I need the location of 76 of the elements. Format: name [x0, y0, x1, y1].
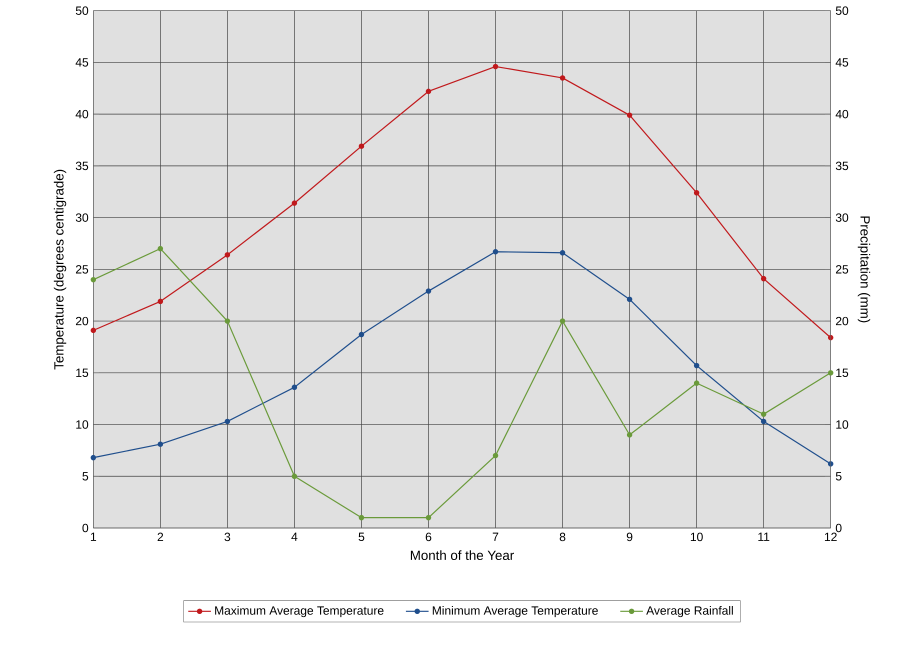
- point: [426, 288, 432, 294]
- x-tick-label: 10: [690, 532, 703, 542]
- y2-axis-title: Precipitation (mm): [858, 216, 870, 322]
- y2-tick-label: 20: [836, 316, 848, 326]
- point: [560, 250, 566, 256]
- y-tick-label: 45: [76, 58, 88, 66]
- x-tick-label: 2: [158, 532, 164, 541]
- point: [694, 380, 700, 386]
- point: [828, 370, 834, 376]
- x-tick-label: 5: [358, 532, 364, 541]
- legend-label: Average Rainfall: [646, 606, 733, 617]
- y-tick-label: 35: [76, 161, 88, 170]
- y-axis-title: Temperature (degrees centigrade): [54, 170, 66, 370]
- point: [224, 252, 230, 258]
- y-tick-label: 40: [76, 110, 88, 118]
- x-tick-label: 9: [626, 532, 632, 542]
- y2-tick-label: 5: [836, 472, 842, 480]
- point: [224, 418, 230, 424]
- point: [358, 143, 364, 149]
- point: [292, 473, 298, 479]
- point: [828, 460, 834, 466]
- y-tick-label: 30: [76, 213, 88, 222]
- y-tick-label: 50: [76, 6, 88, 15]
- point: [90, 276, 96, 282]
- legend-label: Maximum Average Temperature: [215, 606, 384, 617]
- point: [560, 318, 566, 324]
- point: [626, 112, 632, 118]
- y2-tick-label: 45: [836, 58, 848, 66]
- x-tick-label: 6: [426, 532, 432, 542]
- point: [90, 454, 96, 460]
- point: [760, 411, 766, 417]
- point: [292, 384, 298, 390]
- x-tick-label: 1: [90, 532, 96, 541]
- point: [358, 514, 364, 520]
- point: [694, 190, 700, 196]
- point: [426, 514, 432, 520]
- point: [626, 296, 632, 302]
- point: [426, 88, 432, 94]
- y-tick-label: 5: [82, 472, 88, 480]
- y2-tick-label: 15: [836, 368, 848, 377]
- point: [760, 418, 766, 424]
- x-tick-label: 8: [560, 532, 566, 542]
- point: [492, 64, 498, 70]
- y2-tick-label: 35: [836, 161, 848, 170]
- x-tick-label: 4: [291, 532, 298, 541]
- y-tick-label: 25: [76, 264, 88, 274]
- y2-tick-label: 25: [836, 264, 848, 274]
- y-tick-label: 20: [76, 316, 88, 326]
- point: [292, 200, 298, 206]
- y2-tick-label: 30: [836, 213, 848, 222]
- y-tick-label: 15: [76, 368, 88, 377]
- point: [694, 362, 700, 368]
- point: [158, 441, 164, 447]
- y2-tick-label: 10: [836, 420, 848, 429]
- x-tick-label: 11: [758, 532, 770, 541]
- y-tick-label: 0: [82, 524, 88, 532]
- point: [158, 246, 164, 252]
- point: [492, 248, 498, 254]
- point: [626, 432, 632, 438]
- point: [90, 327, 96, 333]
- point: [358, 332, 364, 338]
- x-axis-title: Month of the Year: [410, 550, 514, 560]
- point: [492, 452, 498, 458]
- x-tick-label: 3: [224, 532, 230, 542]
- y2-tick-label: 50: [836, 6, 848, 15]
- x-tick-label: 7: [492, 532, 498, 541]
- y2-tick-label: 40: [836, 110, 848, 118]
- point: [760, 276, 766, 282]
- point: [224, 318, 230, 324]
- y2-tick-label: 0: [836, 524, 842, 532]
- legend-label: Minimum Average Temperature: [432, 606, 598, 617]
- x-tick-label: 12: [824, 532, 837, 541]
- point: [158, 298, 164, 304]
- point: [828, 334, 834, 340]
- point: [560, 75, 566, 80]
- y-tick-label: 10: [76, 420, 88, 429]
